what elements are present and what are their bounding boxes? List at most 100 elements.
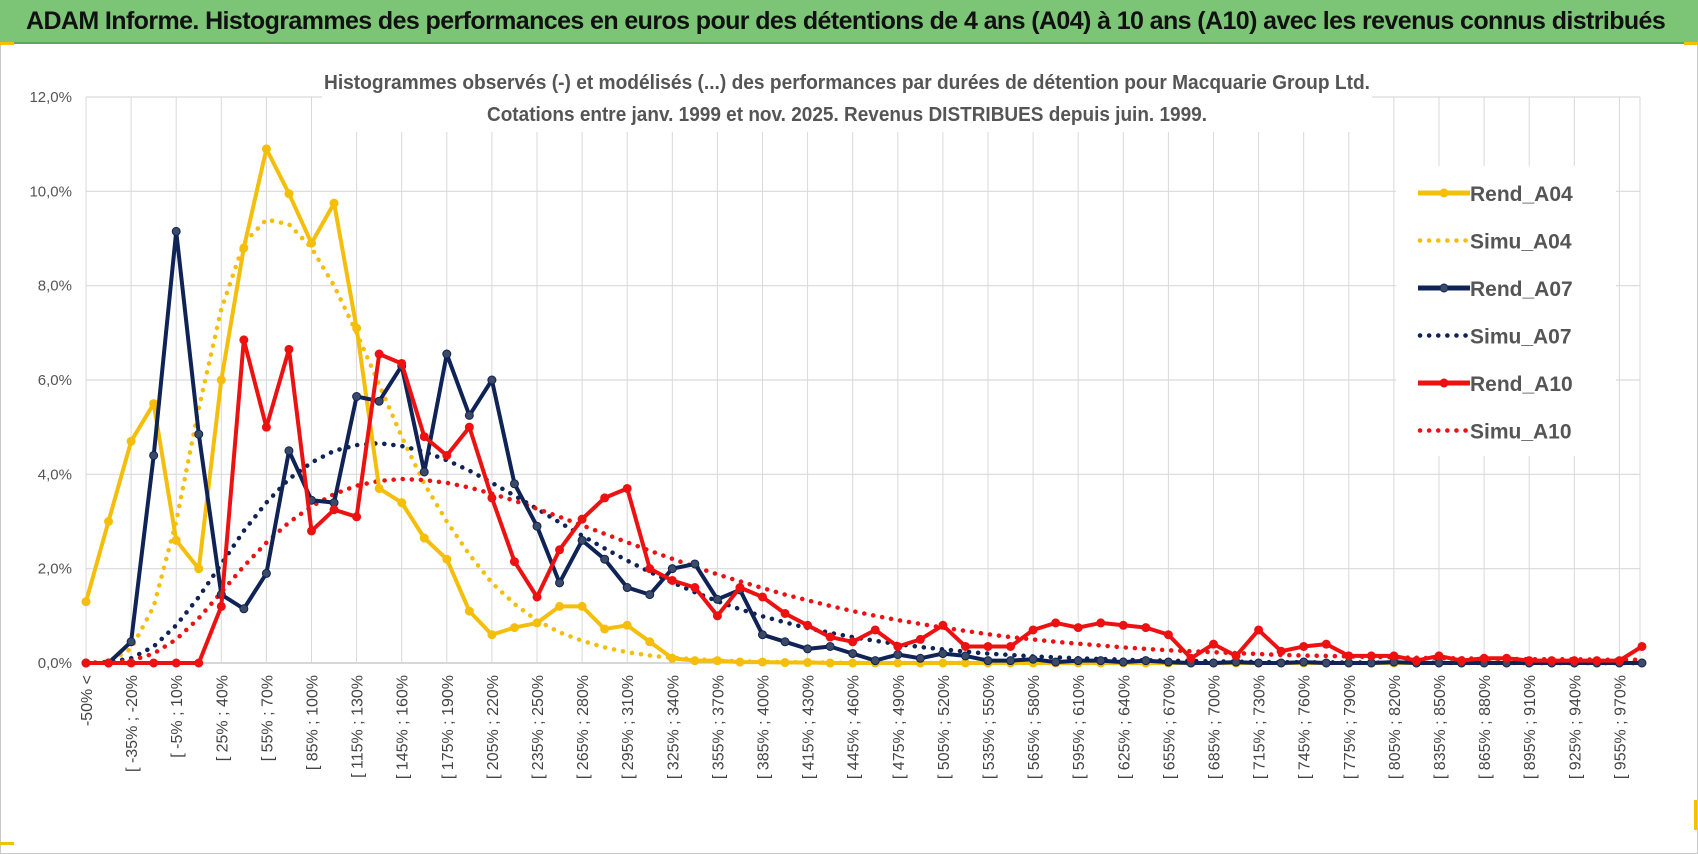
point-rend-a10 xyxy=(239,335,249,345)
x-tick-label: [ 175% ; 190% xyxy=(440,675,457,779)
point-rend-a10 xyxy=(1434,651,1444,661)
point-rend-a04 xyxy=(712,656,722,666)
point-rend-a10 xyxy=(1569,656,1579,666)
point-rend-a10 xyxy=(81,658,91,668)
point-rend-a07 xyxy=(825,641,835,651)
point-rend-a04 xyxy=(938,658,948,668)
point-rend-a07 xyxy=(419,467,429,477)
point-rend-a07 xyxy=(1163,657,1173,667)
point-rend-a07 xyxy=(509,479,519,489)
legend-backdrop xyxy=(1396,166,1616,456)
point-rend-a07 xyxy=(1141,656,1151,666)
x-tick-label: [ 265% ; 280% xyxy=(575,675,592,779)
point-rend-a07 xyxy=(1637,658,1647,668)
point-rend-a04 xyxy=(622,620,632,630)
point-rend-a10 xyxy=(532,592,542,602)
x-tick-label: [ 445% ; 460% xyxy=(846,675,863,779)
legend-marker-rend-a04 xyxy=(1439,188,1449,198)
y-tick-label: 4,0% xyxy=(38,466,72,483)
point-rend-a04 xyxy=(735,657,745,667)
point-rend-a07 xyxy=(758,630,767,640)
point-rend-a10 xyxy=(1209,639,1218,649)
point-rend-a10 xyxy=(1186,653,1196,663)
point-rend-a07 xyxy=(261,568,271,578)
corner-mark-bottom-right xyxy=(1694,800,1697,830)
legend-marker-rend-a10 xyxy=(1439,378,1449,388)
point-rend-a07 xyxy=(915,653,925,663)
point-rend-a04 xyxy=(329,198,339,208)
point-rend-a10 xyxy=(1524,656,1534,666)
point-rend-a07 xyxy=(1006,656,1016,666)
point-rend-a07 xyxy=(1276,658,1286,668)
point-rend-a04 xyxy=(555,601,565,611)
point-rend-a07 xyxy=(1254,658,1264,668)
x-tick-label: [ 745% ; 760% xyxy=(1297,675,1314,779)
point-rend-a04 xyxy=(893,658,903,668)
y-tick-label: 2,0% xyxy=(38,561,72,578)
point-rend-a04 xyxy=(216,375,226,385)
point-rend-a10 xyxy=(667,575,677,585)
point-rend-a10 xyxy=(1299,641,1309,651)
point-rend-a04 xyxy=(81,597,91,607)
corner-mark-top-right xyxy=(1684,42,1698,45)
point-rend-a10 xyxy=(1411,656,1421,666)
point-rend-a10 xyxy=(1276,646,1286,656)
x-tick-label: [ 295% ; 310% xyxy=(620,675,637,779)
point-rend-a04 xyxy=(532,618,542,628)
x-tick-label: [ 145% ; 160% xyxy=(395,675,412,779)
point-rend-a10 xyxy=(1073,623,1083,633)
series-rend-a10 xyxy=(86,337,1644,665)
point-rend-a04 xyxy=(464,606,474,616)
chart-series xyxy=(81,144,1647,668)
point-rend-a10 xyxy=(645,564,655,574)
point-rend-a10 xyxy=(1366,651,1376,661)
point-rend-a10 xyxy=(848,637,858,647)
point-rend-a10 xyxy=(419,432,429,442)
point-rend-a07 xyxy=(645,590,655,600)
point-rend-a10 xyxy=(1028,625,1038,635)
x-tick-label: [ 835% ; 850% xyxy=(1432,675,1449,779)
x-tick-label: [ 85% ; 100% xyxy=(305,675,322,770)
point-rend-a10 xyxy=(1344,651,1354,661)
legend-label-rend-a04: Rend_A04 xyxy=(1470,183,1573,206)
point-rend-a04 xyxy=(758,657,767,667)
series-simu-a07 xyxy=(83,440,1645,666)
point-rend-a10 xyxy=(1118,620,1128,630)
point-rend-a10 xyxy=(803,620,813,630)
point-rend-a10 xyxy=(442,450,452,460)
point-rend-a10 xyxy=(397,358,407,368)
point-rend-a10 xyxy=(1096,618,1106,628)
point-rend-a10 xyxy=(1637,641,1647,651)
series-simu-a04 xyxy=(83,217,1645,666)
point-rend-a10 xyxy=(171,658,181,668)
point-rend-a07 xyxy=(870,656,880,666)
point-rend-a10 xyxy=(487,493,497,503)
x-tick-label: [ 505% ; 520% xyxy=(936,675,953,779)
x-tick-label: [ 55% ; 70% xyxy=(259,675,276,761)
point-rend-a04 xyxy=(126,436,136,446)
point-rend-a10 xyxy=(1051,618,1061,628)
y-tick-label: 0,0% xyxy=(38,655,72,672)
x-tick-label: [ 325% ; 340% xyxy=(665,675,682,779)
point-rend-a07 xyxy=(1209,658,1218,668)
point-rend-a04 xyxy=(397,498,407,508)
point-rend-a04 xyxy=(307,238,316,248)
point-rend-a07 xyxy=(1051,657,1061,667)
x-tick-label: [ 205% ; 220% xyxy=(485,675,502,779)
corner-mark-bottom-left xyxy=(0,842,14,845)
point-rend-a10 xyxy=(464,422,474,432)
point-rend-a04 xyxy=(104,517,114,526)
x-axis-tick-labels: -50% < [ -35% ; -20% [ -5% ; 10% [ 25% ; 40… xyxy=(79,675,1629,779)
point-rend-a07 xyxy=(1096,656,1106,666)
point-rend-a04 xyxy=(194,564,204,574)
point-rend-a04 xyxy=(171,535,181,545)
point-rend-a07 xyxy=(600,554,610,564)
point-rend-a04 xyxy=(261,144,271,154)
point-rend-a10 xyxy=(284,344,294,354)
x-tick-label: [ 895% ; 910% xyxy=(1522,675,1539,779)
x-tick-label: [ 925% ; 940% xyxy=(1567,675,1584,779)
point-rend-a10 xyxy=(1614,656,1624,666)
x-tick-label: [ 655% ; 670% xyxy=(1161,675,1178,779)
point-rend-a10 xyxy=(735,583,745,593)
